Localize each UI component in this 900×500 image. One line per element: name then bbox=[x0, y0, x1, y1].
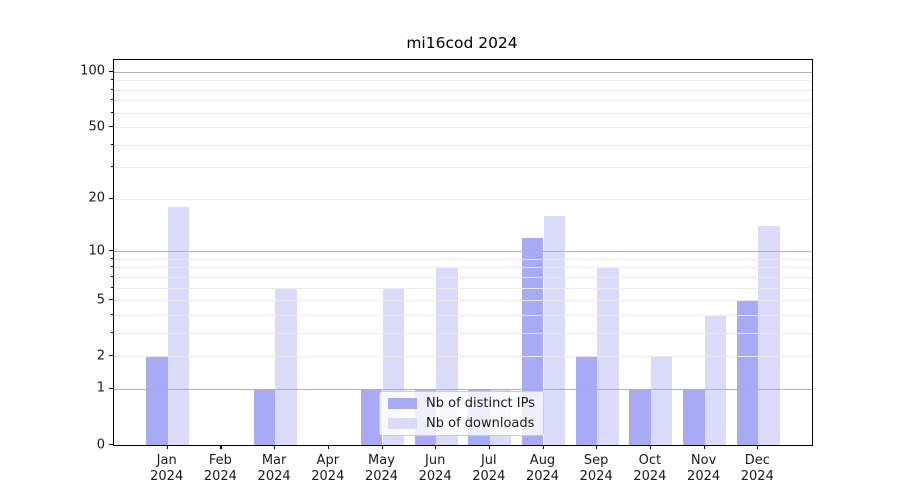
y-tick-20 bbox=[109, 197, 113, 199]
gridline-minor-7 bbox=[114, 276, 812, 278]
x-tick-apr bbox=[327, 445, 329, 449]
bar-downloads-sep bbox=[597, 267, 619, 445]
bar-downloads-dec bbox=[758, 226, 780, 445]
gridline-minor-40 bbox=[114, 144, 812, 146]
x-tick-label-may: May 2024 bbox=[364, 453, 399, 484]
gridline-minor-3 bbox=[114, 332, 812, 334]
x-tick-sep bbox=[596, 445, 598, 449]
gridline-major-10 bbox=[114, 251, 812, 253]
gridline-minor-60 bbox=[114, 112, 812, 114]
y-minor-tick-30 bbox=[110, 166, 113, 168]
bar-downloads-jan bbox=[167, 206, 190, 445]
gridline-minor-50 bbox=[114, 127, 812, 129]
bar-downloads-nov bbox=[704, 314, 727, 445]
y-tick-5 bbox=[109, 299, 113, 301]
y-minor-tick-90 bbox=[110, 79, 113, 81]
legend: Nb of distinct IPs Nb of downloads bbox=[379, 391, 544, 436]
gridline-minor-90 bbox=[114, 80, 812, 82]
gridline-minor-8 bbox=[114, 267, 812, 269]
y-minor-tick-70 bbox=[110, 99, 113, 101]
distinct-ips-swatch-icon bbox=[388, 398, 417, 409]
y-tick-1 bbox=[109, 387, 113, 390]
y-tick-label-20: 20 bbox=[88, 190, 105, 206]
y-minor-tick-3 bbox=[110, 331, 113, 334]
y-minor-tick-6 bbox=[110, 286, 113, 288]
x-tick-jun bbox=[435, 445, 437, 449]
x-tick-label-jul: Jul 2024 bbox=[472, 453, 506, 484]
bar-distinct_ips-mar bbox=[253, 388, 276, 445]
bar-distinct_ips-oct bbox=[629, 388, 651, 445]
y-minor-tick-60 bbox=[110, 111, 113, 113]
y-tick-label-0: 0 bbox=[96, 437, 105, 452]
y-tick-label-5: 5 bbox=[96, 292, 105, 308]
y-minor-tick-40 bbox=[110, 143, 113, 145]
y-minor-tick-80 bbox=[110, 88, 113, 90]
gridline-minor-70 bbox=[114, 100, 812, 102]
x-tick-aug bbox=[542, 445, 544, 449]
gridline-minor-4 bbox=[114, 314, 812, 316]
x-tick-nov bbox=[703, 445, 705, 449]
bar-distinct_ips-dec bbox=[736, 300, 759, 445]
x-tick-feb bbox=[220, 445, 222, 449]
y-tick-0 bbox=[109, 444, 113, 446]
bar-distinct_ips-jan bbox=[146, 356, 168, 445]
x-tick-jul bbox=[488, 445, 490, 449]
x-tick-may bbox=[381, 445, 383, 449]
bar-distinct_ips-sep bbox=[575, 356, 598, 445]
x-tick-label-dec: Dec 2024 bbox=[740, 453, 774, 484]
gridline-minor-5 bbox=[114, 300, 812, 302]
grid-layer bbox=[114, 60, 812, 445]
x-tick-label-aug: Aug 2024 bbox=[525, 453, 560, 484]
y-minor-tick-9 bbox=[110, 257, 113, 259]
x-tick-label-mar: Mar 2024 bbox=[257, 453, 291, 484]
x-tick-label-oct: Oct 2024 bbox=[633, 453, 667, 484]
bar-distinct_ips-nov bbox=[683, 388, 705, 445]
x-tick-label-jan: Jan 2024 bbox=[150, 453, 184, 484]
x-tick-label-jun: Jun 2024 bbox=[418, 453, 452, 484]
x-tick-dec bbox=[757, 445, 759, 449]
y-minor-tick-8 bbox=[110, 266, 113, 268]
y-tick-100 bbox=[109, 70, 113, 72]
bar-distinct_ips-may bbox=[360, 388, 383, 445]
y-tick-label-1: 1 bbox=[96, 380, 105, 396]
y-tick-label-2: 2 bbox=[96, 348, 105, 364]
gridline-minor-9 bbox=[114, 258, 812, 260]
x-tick-oct bbox=[649, 445, 652, 449]
y-tick-label-10: 10 bbox=[88, 243, 105, 259]
x-tick-label-feb: Feb 2024 bbox=[203, 453, 237, 484]
y-minor-tick-4 bbox=[110, 313, 113, 316]
y-tick-2 bbox=[109, 355, 113, 357]
bar-downloads-oct bbox=[650, 356, 673, 445]
y-tick-10 bbox=[109, 250, 113, 252]
bar-downloads-aug bbox=[543, 215, 566, 445]
y-tick-label-50: 50 bbox=[88, 119, 105, 135]
gridline-minor-20 bbox=[114, 198, 812, 200]
y-tick-label-100: 100 bbox=[80, 63, 105, 79]
x-tick-label-apr: Apr 2024 bbox=[311, 453, 345, 484]
x-tick-label-nov: Nov 2024 bbox=[687, 453, 721, 484]
legend-label-distinct-ips: Nb of distinct IPs bbox=[426, 396, 535, 411]
legend-item-distinct-ips: Nb of distinct IPs bbox=[388, 396, 543, 411]
y-tick-50 bbox=[109, 126, 113, 128]
x-tick-label-sep: Sep 2024 bbox=[579, 453, 613, 484]
gridline-major-100 bbox=[114, 71, 812, 73]
x-tick-jan bbox=[166, 445, 168, 449]
gridline-minor-30 bbox=[114, 167, 812, 169]
gridline-minor-80 bbox=[114, 89, 812, 91]
downloads-swatch-icon bbox=[388, 418, 417, 429]
gridline-minor-2 bbox=[114, 356, 812, 358]
x-tick-mar bbox=[274, 445, 276, 449]
y-minor-tick-7 bbox=[110, 275, 113, 277]
gridline-major-1 bbox=[114, 388, 812, 390]
gridline-minor-6 bbox=[114, 287, 812, 289]
legend-label-downloads: Nb of downloads bbox=[426, 416, 535, 431]
bar-downloads-mar bbox=[275, 287, 297, 445]
chart-title: mi16cod 2024 bbox=[406, 34, 518, 52]
legend-item-downloads: Nb of downloads bbox=[388, 416, 543, 431]
